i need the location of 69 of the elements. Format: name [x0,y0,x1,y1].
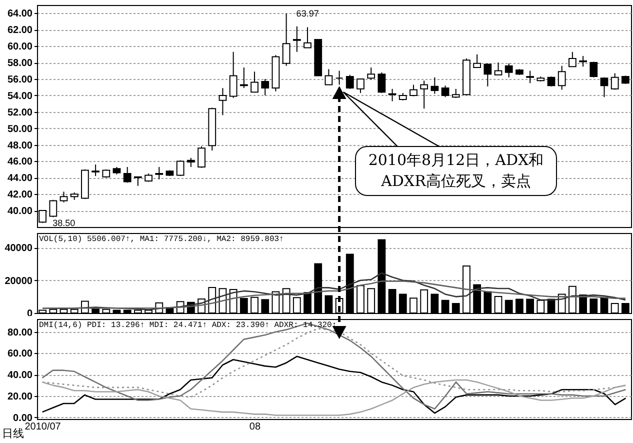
x-tick-label: 08 [249,422,261,432]
candlestick [304,26,312,48]
y-tick-label: 40.00 [7,370,33,382]
candlestick [60,191,68,203]
line-series [42,280,626,309]
candlestick [494,62,502,76]
candlestick [218,88,227,116]
y-tick-label: 50.00 [7,124,33,135]
candlestick [367,66,376,80]
candlestick [473,54,482,68]
y-tick-label: 40.00 [7,206,33,218]
y-tick-label: 48.00 [7,140,33,152]
candlestick [335,70,344,86]
candlestick [155,166,164,180]
candlestick [590,61,598,78]
line-series [42,322,626,410]
candlestick [526,70,534,84]
candlestick [240,66,248,89]
y-tick-label: 52.00 [7,107,33,118]
candlestick [504,62,513,78]
y-tick-label: 60.00 [7,42,33,53]
candlestick [610,72,619,90]
line-series [42,356,626,414]
y-tick-label: 0.00 [13,412,33,424]
candlestick [356,78,364,94]
candlestick [452,88,460,98]
candlestick [282,12,290,66]
y-tick-label: 20000 [4,276,33,287]
candlestick [600,76,608,98]
candlestick [410,84,418,97]
annotation: 63.97 [296,8,319,18]
annotation: 2010年8月12日，ADX和ADXR高位死叉，卖点 [355,146,557,196]
candlestick [229,51,238,98]
candlestick [198,146,206,168]
y-tick-label: 56.00 [7,74,33,86]
candlestick [420,80,428,110]
y-tick-label: 42.00 [7,190,33,201]
y-tick-label: 54.00 [7,90,33,102]
y-tick-label: 62.00 [7,25,33,36]
candlestick [378,72,386,94]
y-tick-label: 40000 [4,243,33,254]
candlestick [441,85,450,98]
candlestick [346,74,354,90]
candlestick [568,51,576,68]
candlestick [186,157,195,168]
candlestick [92,164,100,177]
text: 日线 [2,426,24,441]
candlestick [176,160,184,177]
y-tick-label: 20.00 [7,392,33,403]
annotation: 38.50 [52,218,76,228]
candlestick [547,76,556,87]
y-tick-label: 46.00 [7,156,33,168]
candlestick [292,26,301,52]
candlestick [579,55,587,68]
y-tick-label: 44.00 [7,173,33,184]
candlestick [134,176,142,186]
candlestick [261,78,270,96]
candlestick [123,166,132,184]
candlestick [324,68,333,86]
y-tick-label: 80.00 [7,327,33,338]
candlestick [250,71,258,93]
candlestick [558,65,566,90]
y-tick-label: 58.00 [7,58,33,70]
annotation: VOL(5,10) 5506.007↑, MA1: 7775.200↓, MA2: 8959.803↑ [39,235,284,244]
y-tick-label: 60.00 [7,348,33,360]
candlestick [430,76,439,94]
y-tick-label: 64.00 [7,8,33,20]
candlestick [484,62,492,87]
x-tick-label: 2010/07 [24,422,62,432]
